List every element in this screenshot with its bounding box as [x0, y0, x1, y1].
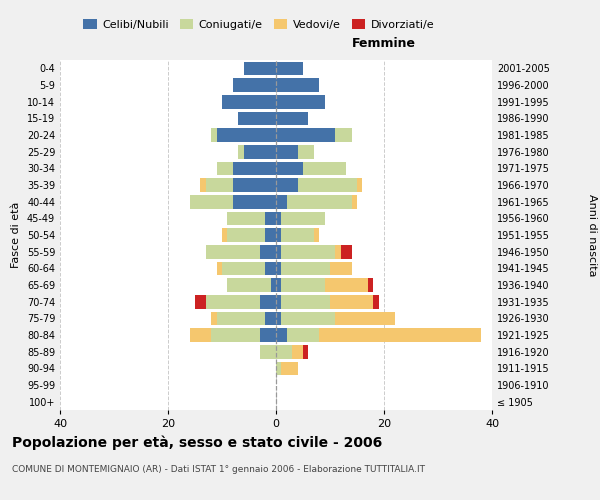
Bar: [303, 345, 308, 358]
Legend: Celibi/Nubili, Coniugati/e, Vedovi/e, Divorziati/e: Celibi/Nubili, Coniugati/e, Vedovi/e, Di…: [79, 15, 439, 34]
Bar: [281, 245, 335, 258]
Bar: [217, 128, 276, 142]
Text: COMUNE DI MONTEMIGNAIO (AR) - Dati ISTAT 1° gennaio 2006 - Elaborazione TUTTITAL: COMUNE DI MONTEMIGNAIO (AR) - Dati ISTAT…: [12, 465, 425, 474]
Bar: [281, 262, 330, 275]
Bar: [222, 262, 265, 275]
Bar: [276, 178, 298, 192]
Bar: [238, 145, 244, 158]
Bar: [330, 262, 352, 275]
Bar: [227, 228, 265, 242]
Bar: [276, 128, 335, 142]
Bar: [373, 295, 379, 308]
Bar: [281, 295, 330, 308]
Bar: [211, 128, 217, 142]
Text: Femmine: Femmine: [352, 36, 416, 50]
Bar: [206, 295, 260, 308]
Bar: [217, 312, 265, 325]
Bar: [222, 228, 227, 242]
Y-axis label: Fasce di età: Fasce di età: [11, 202, 21, 268]
Bar: [287, 328, 319, 342]
Bar: [276, 62, 303, 75]
Bar: [330, 295, 373, 308]
Bar: [211, 312, 217, 325]
Bar: [233, 78, 276, 92]
Bar: [335, 245, 341, 258]
Bar: [276, 278, 281, 292]
Bar: [276, 328, 287, 342]
Bar: [276, 78, 319, 92]
Bar: [357, 178, 362, 192]
Bar: [276, 228, 281, 242]
Bar: [227, 212, 265, 225]
Bar: [276, 345, 292, 358]
Bar: [195, 295, 206, 308]
Bar: [281, 228, 314, 242]
Bar: [314, 228, 319, 242]
Bar: [211, 328, 260, 342]
Bar: [265, 212, 276, 225]
Bar: [276, 212, 281, 225]
Bar: [200, 178, 206, 192]
Bar: [233, 195, 276, 208]
Bar: [298, 145, 314, 158]
Bar: [233, 178, 276, 192]
Bar: [222, 95, 276, 108]
Bar: [217, 162, 233, 175]
Bar: [287, 195, 352, 208]
Bar: [276, 145, 298, 158]
Bar: [265, 262, 276, 275]
Bar: [281, 212, 325, 225]
Bar: [298, 178, 357, 192]
Bar: [260, 295, 276, 308]
Bar: [281, 312, 335, 325]
Bar: [276, 312, 281, 325]
Bar: [276, 245, 281, 258]
Bar: [206, 178, 233, 192]
Bar: [276, 295, 281, 308]
Bar: [190, 328, 211, 342]
Bar: [368, 278, 373, 292]
Bar: [292, 345, 303, 358]
Bar: [276, 262, 281, 275]
Bar: [352, 195, 357, 208]
Bar: [260, 345, 276, 358]
Bar: [276, 95, 325, 108]
Bar: [190, 195, 233, 208]
Bar: [265, 228, 276, 242]
Bar: [319, 328, 481, 342]
Bar: [206, 245, 260, 258]
Bar: [217, 262, 222, 275]
Bar: [276, 362, 281, 375]
Bar: [335, 312, 395, 325]
Bar: [233, 162, 276, 175]
Bar: [325, 278, 368, 292]
Bar: [281, 362, 298, 375]
Text: Anni di nascita: Anni di nascita: [587, 194, 597, 276]
Bar: [303, 162, 346, 175]
Bar: [265, 312, 276, 325]
Bar: [238, 112, 276, 125]
Bar: [244, 62, 276, 75]
Bar: [271, 278, 276, 292]
Bar: [260, 328, 276, 342]
Bar: [276, 162, 303, 175]
Bar: [227, 278, 271, 292]
Bar: [276, 195, 287, 208]
Bar: [244, 145, 276, 158]
Bar: [335, 128, 352, 142]
Bar: [281, 278, 325, 292]
Bar: [260, 245, 276, 258]
Bar: [341, 245, 352, 258]
Bar: [276, 112, 308, 125]
Text: Popolazione per età, sesso e stato civile - 2006: Popolazione per età, sesso e stato civil…: [12, 435, 382, 450]
